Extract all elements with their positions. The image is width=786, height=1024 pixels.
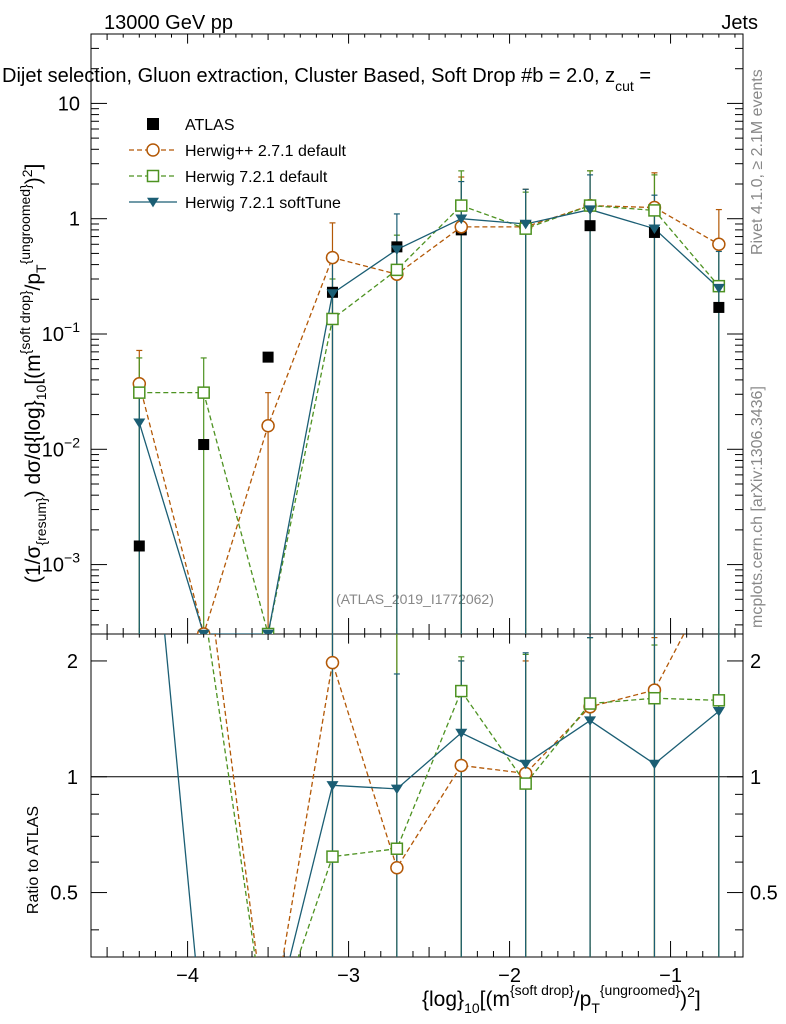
point-h7 <box>648 204 661 217</box>
ratio-point-h7 <box>390 842 404 855</box>
ratio-point-h7 <box>648 691 661 705</box>
ratio-y-axis-label: Ratio to ATLAS <box>25 806 42 914</box>
legend-label-h7: Herwig 7.2.1 default <box>185 169 328 186</box>
legend-label-hpp: Herwig++ 2.7.1 default <box>185 143 347 160</box>
ratio-point-h7s <box>390 784 403 795</box>
y-tick-label-ratio-right: 2 <box>750 651 761 673</box>
legend-marker-atlas <box>147 118 159 130</box>
ratio-point-h7 <box>712 694 726 707</box>
point-h7s <box>648 224 661 235</box>
ratio-point-hpp <box>454 758 469 773</box>
ratio-point-h7 <box>519 777 532 790</box>
x-tick-label: −2 <box>498 965 521 987</box>
ratio-point-h7 <box>455 684 468 698</box>
series-line-h7 <box>139 204 720 634</box>
main-y-axis-label: (1/σ{resum}) dσ/d{log}10[(m{soft drop}/p… <box>17 164 49 583</box>
mcplots-label: mcplots.cern.ch [arXiv:1306.3436] <box>749 386 766 628</box>
y-tick-label-ratio-right: 0.5 <box>750 883 778 905</box>
x-axis-label: {log}10[(m{soft drop}/pT{ungroomed})2] <box>422 982 701 1016</box>
ratio-line-hpp <box>214 634 685 957</box>
point-h7s <box>262 629 275 634</box>
ratio-plot-frame <box>90 633 744 958</box>
point-h7 <box>197 386 210 399</box>
y-tick-label-main: 10−3 <box>42 550 80 577</box>
point-h7s <box>712 283 725 294</box>
point-h7 <box>455 199 468 212</box>
jets-label: Jets <box>721 12 758 34</box>
y-tick-label-main: 10 <box>58 93 80 115</box>
y-tick-label-ratio: 1 <box>67 767 78 789</box>
point-h7s <box>390 245 403 255</box>
ratio-point-h7s <box>455 728 468 739</box>
ratio-line-h7s <box>164 634 720 957</box>
ratio-point-hpp <box>390 861 404 875</box>
axis-ticks <box>90 33 743 957</box>
legend-label-h7s: Herwig 7.2.1 softTune <box>185 195 341 212</box>
point-atlas <box>262 351 274 363</box>
plot-title: Dijet selection, Gluon extraction, Clust… <box>2 65 651 94</box>
main-plot-data <box>132 170 726 634</box>
point-atlas <box>198 439 210 451</box>
point-h7 <box>326 312 339 326</box>
point-h7 <box>133 386 146 399</box>
point-hpp <box>325 250 340 265</box>
analysis-watermark: (ATLAS_2019_I1772062) <box>336 591 494 607</box>
legend-marker-hpp <box>146 143 160 157</box>
point-h7s <box>133 418 146 429</box>
series-line-hpp <box>138 204 720 634</box>
ratio-point-h7s <box>712 707 725 717</box>
point-h7s <box>519 219 532 230</box>
legend-label-atlas: ATLAS <box>185 117 235 134</box>
point-hpp <box>712 237 726 252</box>
legend-marker-h7s <box>147 197 159 208</box>
point-h7s <box>455 214 468 225</box>
x-tick-label: −4 <box>176 965 199 987</box>
tick-labels: −4 −3 −2 −1 10−3 10−2 10−1 1 10 0.5 0.5 1 1 2 2 <box>42 93 778 987</box>
ratio-point-h7s <box>648 759 661 770</box>
ratio-point-h7 <box>326 850 339 863</box>
point-hpp <box>261 419 275 433</box>
x-tick-label: −3 <box>337 965 360 987</box>
ratio-point-h7s <box>519 759 532 770</box>
y-tick-label-main: 10−1 <box>42 319 80 346</box>
legend-marker-h7 <box>146 169 160 183</box>
energy-label: 13000 GeV pp <box>104 12 233 34</box>
point-atlas <box>133 540 145 552</box>
legend: ATLAS Herwig++ 2.7.1 default Herwig 7.2.1 … <box>129 117 347 212</box>
y-tick-label-main: 1 <box>69 209 80 231</box>
point-atlas <box>584 220 596 232</box>
x-tick-label: −1 <box>659 965 682 987</box>
point-h7s <box>197 629 210 634</box>
point-h7s <box>326 289 339 299</box>
y-tick-label-ratio: 0.5 <box>50 883 78 905</box>
y-tick-label-ratio: 2 <box>67 651 78 673</box>
point-h7 <box>390 263 404 277</box>
point-atlas <box>713 301 725 313</box>
ratio-point-h7s <box>326 781 339 791</box>
ratio-point-h7 <box>583 697 597 710</box>
rivet-label: Rivet 4.1.0, ≥ 2.1M events <box>749 69 766 255</box>
ratio-line-h7 <box>207 634 719 957</box>
ratio-point-hpp <box>325 655 340 670</box>
ratio-point-h7s <box>584 716 597 726</box>
point-h7s <box>584 205 597 215</box>
y-tick-label-main: 10−2 <box>42 434 80 461</box>
series-line-h7s <box>138 208 720 634</box>
ratio-plot-data <box>164 634 726 957</box>
y-tick-label-ratio-right: 1 <box>750 767 761 789</box>
